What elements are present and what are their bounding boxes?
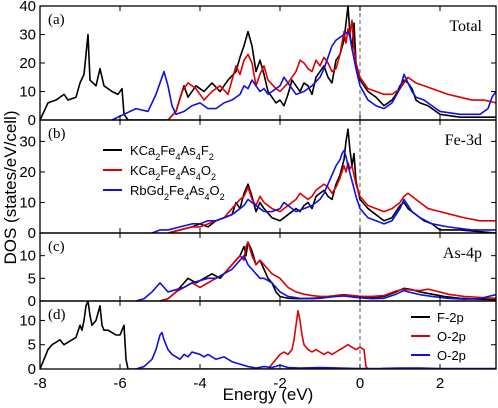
panel-b-series-kca2fe4as4o2-1 <box>167 161 496 233</box>
panel-b-tag: (b) <box>48 126 66 142</box>
panel-c-series-rbgd2fe4as4o2-2 <box>135 254 496 301</box>
legend-label-kca2fe4as4o2: KCa2Fe4As4O2 <box>130 163 216 182</box>
panel-a-ytick-label: 10 <box>19 84 36 101</box>
xtick-label: -2 <box>273 375 286 392</box>
panel-c-ytick-label: 5 <box>28 270 36 287</box>
xtick-label: -8 <box>33 375 46 392</box>
panel-c-frame <box>39 232 497 302</box>
x-axis-label: Energy (eV) <box>223 385 314 404</box>
panel-a-tag: (a) <box>48 12 65 28</box>
panel-a-series-kca2fe4as4f2-0 <box>40 6 496 120</box>
panel-a-series-rbgd2fe4as4o2-2 <box>111 30 496 120</box>
panel-a-ytick-label: 30 <box>19 27 36 44</box>
panel-a-ytick-label: 20 <box>19 55 36 72</box>
panel-a-ytick-label: 40 <box>19 0 36 15</box>
y-axis-label: DOS (states/eV/cell) <box>1 111 20 265</box>
panel-d-ytick-label: 5 <box>28 337 36 354</box>
xtick-label: -6 <box>113 375 126 392</box>
panel-c-tag: (c) <box>48 239 65 255</box>
panel-d-tag: (d) <box>48 307 66 323</box>
panel-b-ytick-label: 10 <box>19 194 36 211</box>
panel-d-frame <box>39 300 497 370</box>
legend-label-o-2p-1: O-2p <box>437 329 466 344</box>
xtick-label: 0 <box>356 375 364 392</box>
legend-label-o-2p-2: O-2p <box>437 348 466 363</box>
panel-b-series-rbgd2fe4as4o2-2 <box>151 149 496 233</box>
panel-b-frame <box>39 119 497 234</box>
panel-a-title: Total <box>449 18 482 35</box>
panel-c-title: As-4p <box>443 245 482 262</box>
panel-c-ytick-label: 10 <box>19 248 36 265</box>
xtick-label: 2 <box>436 375 444 392</box>
panel-a-ytick-label: 0 <box>28 112 36 129</box>
legend-label-f-2p-0: F-2p <box>437 310 464 325</box>
panel-d-series-o-2p-2 <box>135 331 496 369</box>
panel-d-series-o-2p-1 <box>267 309 496 369</box>
panel-b-ytick-label: 30 <box>19 133 36 150</box>
panel-b-ytick-label: 20 <box>19 164 36 181</box>
panel-b-series-kca2fe4as4f2-0 <box>167 128 496 233</box>
panel-b-title: Fe-3d <box>445 132 482 149</box>
panel-d-ytick-label: 10 <box>19 312 36 329</box>
legend-label-kca2fe4as4f2: KCa2Fe4As4F2 <box>130 143 214 162</box>
panel-c-ytick-label: 0 <box>28 293 36 310</box>
panel-c-series-kca2fe4as4f2-0 <box>159 241 496 301</box>
xtick-label: -4 <box>193 375 206 392</box>
panel-b-ytick-label: 0 <box>28 225 36 242</box>
panel-a-series-kca2fe4as4o2-1 <box>167 19 496 120</box>
panel-d-series-f-2p-0 <box>40 301 496 369</box>
panel-d-ytick-label: 0 <box>28 361 36 378</box>
legend-label-rbgd2fe4as4o2: RbGd2Fe4As4O2 <box>130 183 225 202</box>
